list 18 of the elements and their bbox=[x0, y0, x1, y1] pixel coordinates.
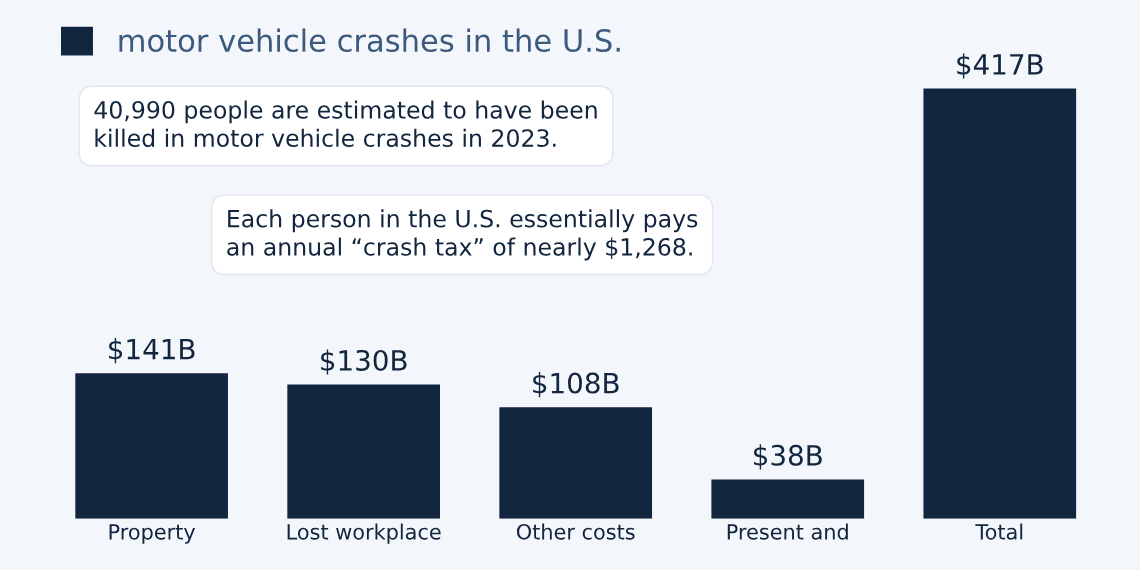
x-tick-label: Present and bbox=[727, 523, 848, 540]
data-label: $108B bbox=[533, 372, 619, 398]
x-tick-label: Other costs bbox=[516, 523, 635, 540]
bar bbox=[923, 88, 1077, 519]
data-label: $38B bbox=[754, 444, 822, 470]
annotation: Each person in the U.S. essentially pays an annual “crash tax” of nearly $1,268. bbox=[227, 209, 698, 261]
x-tick-label: Lost workplace bbox=[287, 523, 441, 544]
data-label: $417B bbox=[957, 53, 1043, 79]
annotation: 40,990 people are estimated to have been killed in motor vehicle crashes in 2023. bbox=[94, 100, 597, 147]
bar bbox=[711, 479, 865, 519]
bar bbox=[287, 384, 440, 519]
legend-label: motor vehicle crashes in the U.S. bbox=[119, 28, 620, 53]
x-tick-label: Property bbox=[109, 524, 196, 544]
bar bbox=[75, 373, 228, 519]
data-label: $141B bbox=[109, 338, 195, 364]
bar bbox=[499, 407, 653, 519]
x-tick-label: Total bbox=[975, 523, 1023, 540]
data-label: $130B bbox=[321, 349, 407, 375]
